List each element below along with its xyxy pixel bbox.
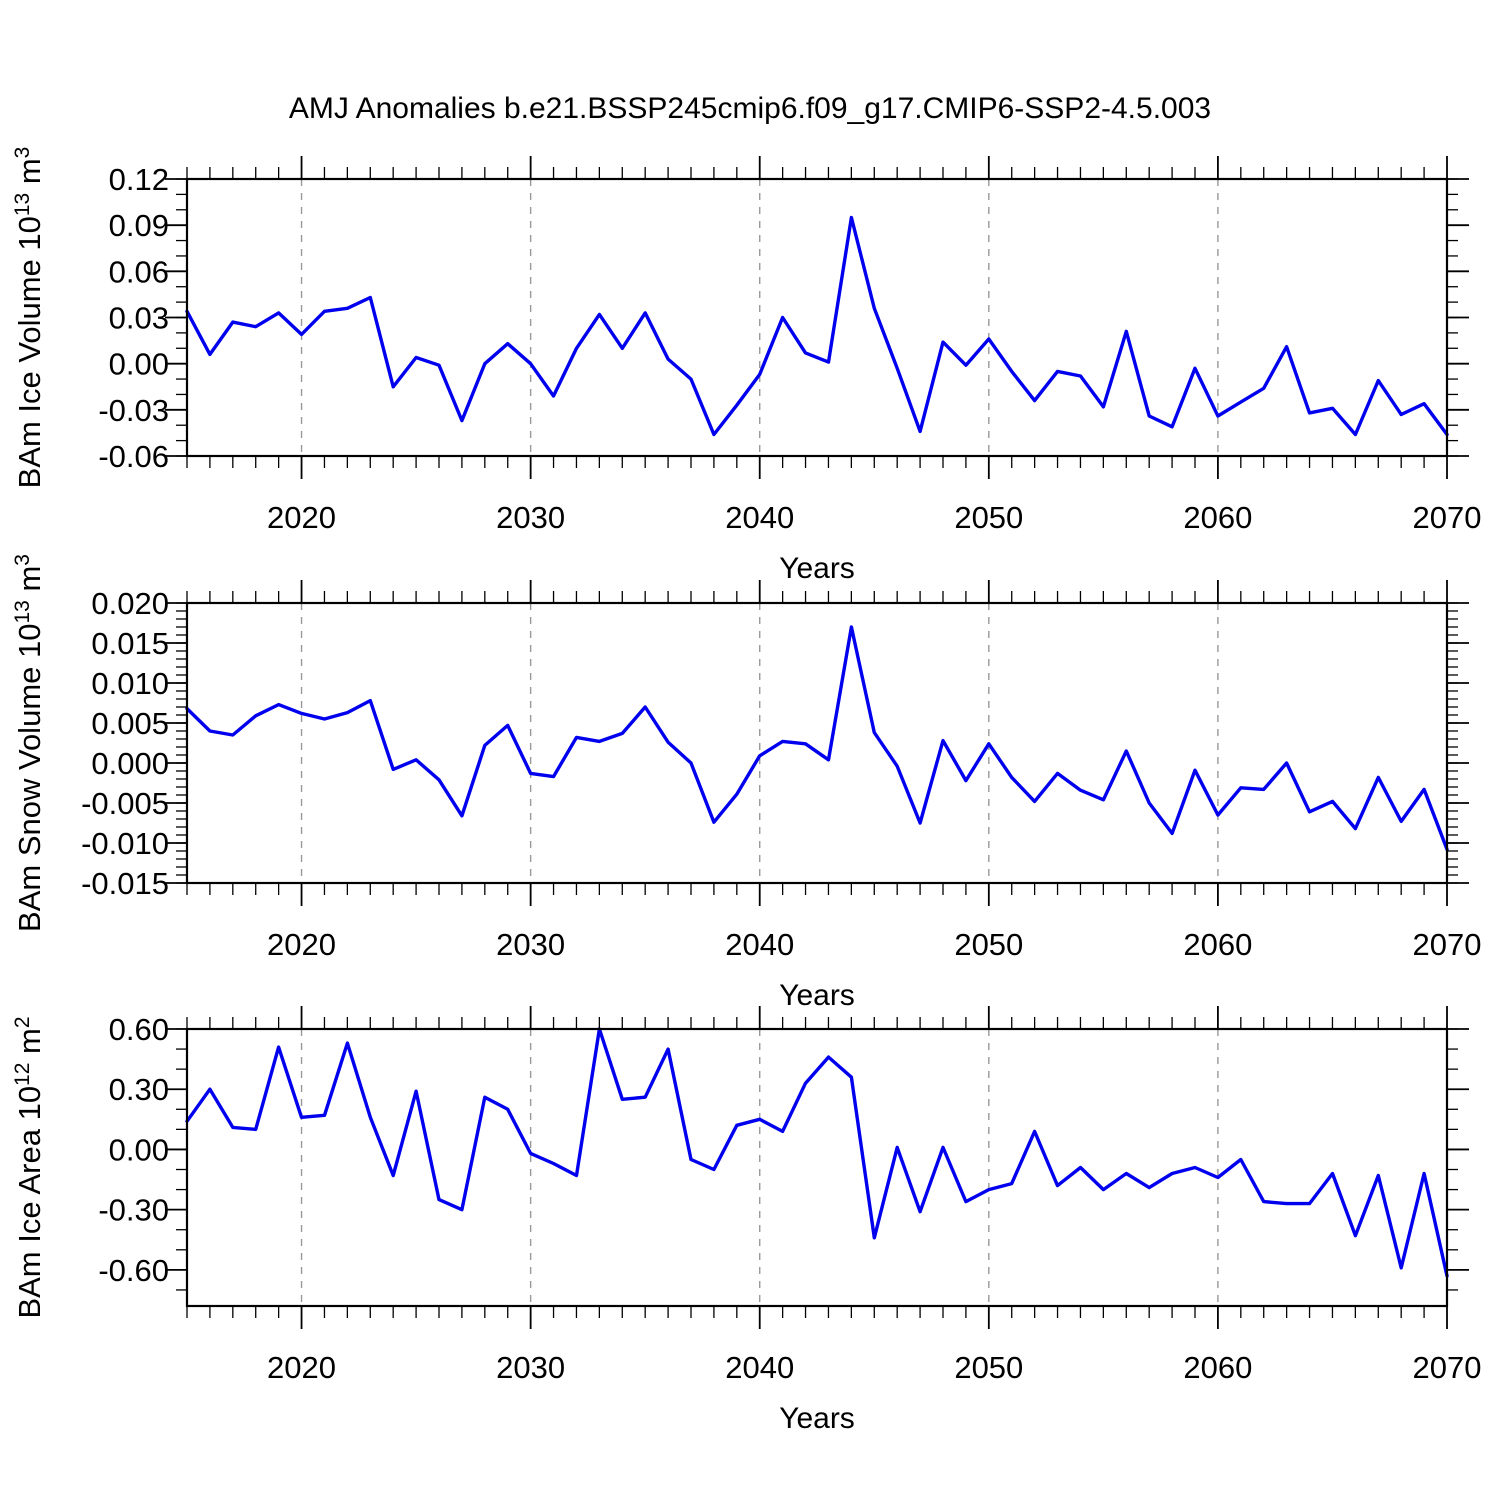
- bam-ice-area-x-tick-label: 2030: [496, 1350, 565, 1385]
- bam-ice-volume-xlabel: Years: [779, 552, 855, 585]
- bam-snow-volume-xlabel: Years: [779, 979, 855, 1012]
- bam-snow-volume-y-tick-label: 0.000: [91, 746, 169, 781]
- bam-snow-volume-x-tick-label: 2020: [267, 927, 336, 962]
- bam-snow-volume-axis-box: [185, 601, 1449, 885]
- bam-snow-volume-x-tick-label: 2050: [954, 927, 1023, 962]
- bam-ice-volume-x-tick-label: 2020: [267, 500, 336, 535]
- bam-ice-area-x-tick-label: 2040: [725, 1350, 794, 1385]
- bam-snow-volume-ylabel: BAm Snow Volume 1013 m3: [11, 554, 47, 932]
- bam-ice-area-y-tick-label: -0.60: [98, 1253, 169, 1288]
- bam-ice-volume-x-tick-label: 2070: [1413, 500, 1482, 535]
- bam-ice-area-series-line: [185, 1027, 1449, 1278]
- bam-ice-volume-y-tick-label: 0.09: [109, 208, 169, 243]
- bam-ice-volume-chart: 2020 2030 2040 2050 2060 2070 Years 0.12 0.09 0.0…: [11, 147, 1481, 585]
- bam-ice-volume-y-tick-label: -0.06: [98, 439, 169, 474]
- bam-ice-area-y-tick-label: -0.30: [98, 1193, 169, 1228]
- bam-ice-volume-x-tick-label: 2040: [725, 500, 794, 535]
- bam-snow-volume-chart: 2020 2030 2040 2050 2060 2070 Years 0.020 0.015 0…: [11, 554, 1481, 1012]
- bam-snow-volume-y-tick-label: 0.010: [91, 666, 169, 701]
- bam-ice-volume-ylabel: BAm Ice Volume 1013 m3: [11, 147, 47, 489]
- bam-ice-volume-y-tick-label: -0.03: [98, 393, 169, 428]
- bam-ice-area-xlabel: Years: [779, 1402, 855, 1435]
- bam-ice-volume-y-tick-label: 0.12: [109, 162, 169, 197]
- bam-ice-area-x-tick-label: 2050: [954, 1350, 1023, 1385]
- bam-ice-area-ylabel: BAm Ice Area 1012 m2: [11, 1016, 47, 1318]
- figure-title: AMJ Anomalies b.e21.BSSP245cmip6.f09_g17…: [288, 92, 1212, 125]
- bam-snow-volume-y-tick-label: -0.010: [81, 826, 169, 861]
- bam-ice-area-chart: 2020 2030 2040 2050 2060 2070 Years 0.60 0.30 0.0…: [11, 1006, 1481, 1435]
- bam-ice-area-x-tick-label: 2060: [1183, 1350, 1252, 1385]
- bam-snow-volume-x-tick-label: 2040: [725, 927, 794, 962]
- bam-snow-volume-y-tick-label: 0.020: [91, 586, 169, 621]
- bam-ice-volume-y-tick-label: 0.03: [109, 301, 169, 336]
- bam-snow-volume-series-line: [185, 625, 1449, 852]
- bam-ice-volume-series-line: [185, 215, 1449, 437]
- bam-ice-area-x-tick-label: 2020: [267, 1350, 336, 1385]
- bam-ice-volume-y-tick-label: 0.06: [109, 254, 169, 289]
- bam-ice-area-y-tick-label: 0.30: [109, 1072, 169, 1107]
- bam-snow-volume-x-tick-label: 2070: [1413, 927, 1482, 962]
- bam-ice-area-x-tick-label: 2070: [1413, 1350, 1482, 1385]
- bam-ice-volume-x-tick-label: 2050: [954, 500, 1023, 535]
- bam-snow-volume-y-tick-label: 0.005: [91, 706, 169, 741]
- bam-ice-area-y-tick-label: 0.60: [109, 1012, 169, 1047]
- bam-snow-volume-y-tick-label: -0.005: [81, 786, 169, 821]
- bam-ice-area-axis-box: [185, 1027, 1449, 1308]
- bam-snow-volume-y-tick-label: 0.015: [91, 626, 169, 661]
- bam-snow-volume-x-tick-label: 2030: [496, 927, 565, 962]
- bam-snow-volume-y-tick-label: -0.015: [81, 866, 169, 901]
- bam-ice-volume-y-tick-label: 0.00: [109, 347, 169, 382]
- bam-snow-volume-x-tick-label: 2060: [1183, 927, 1252, 962]
- bam-ice-volume-x-tick-label: 2060: [1183, 500, 1252, 535]
- bam-ice-volume-x-tick-label: 2030: [496, 500, 565, 535]
- bam-ice-area-y-tick-label: 0.00: [109, 1132, 169, 1167]
